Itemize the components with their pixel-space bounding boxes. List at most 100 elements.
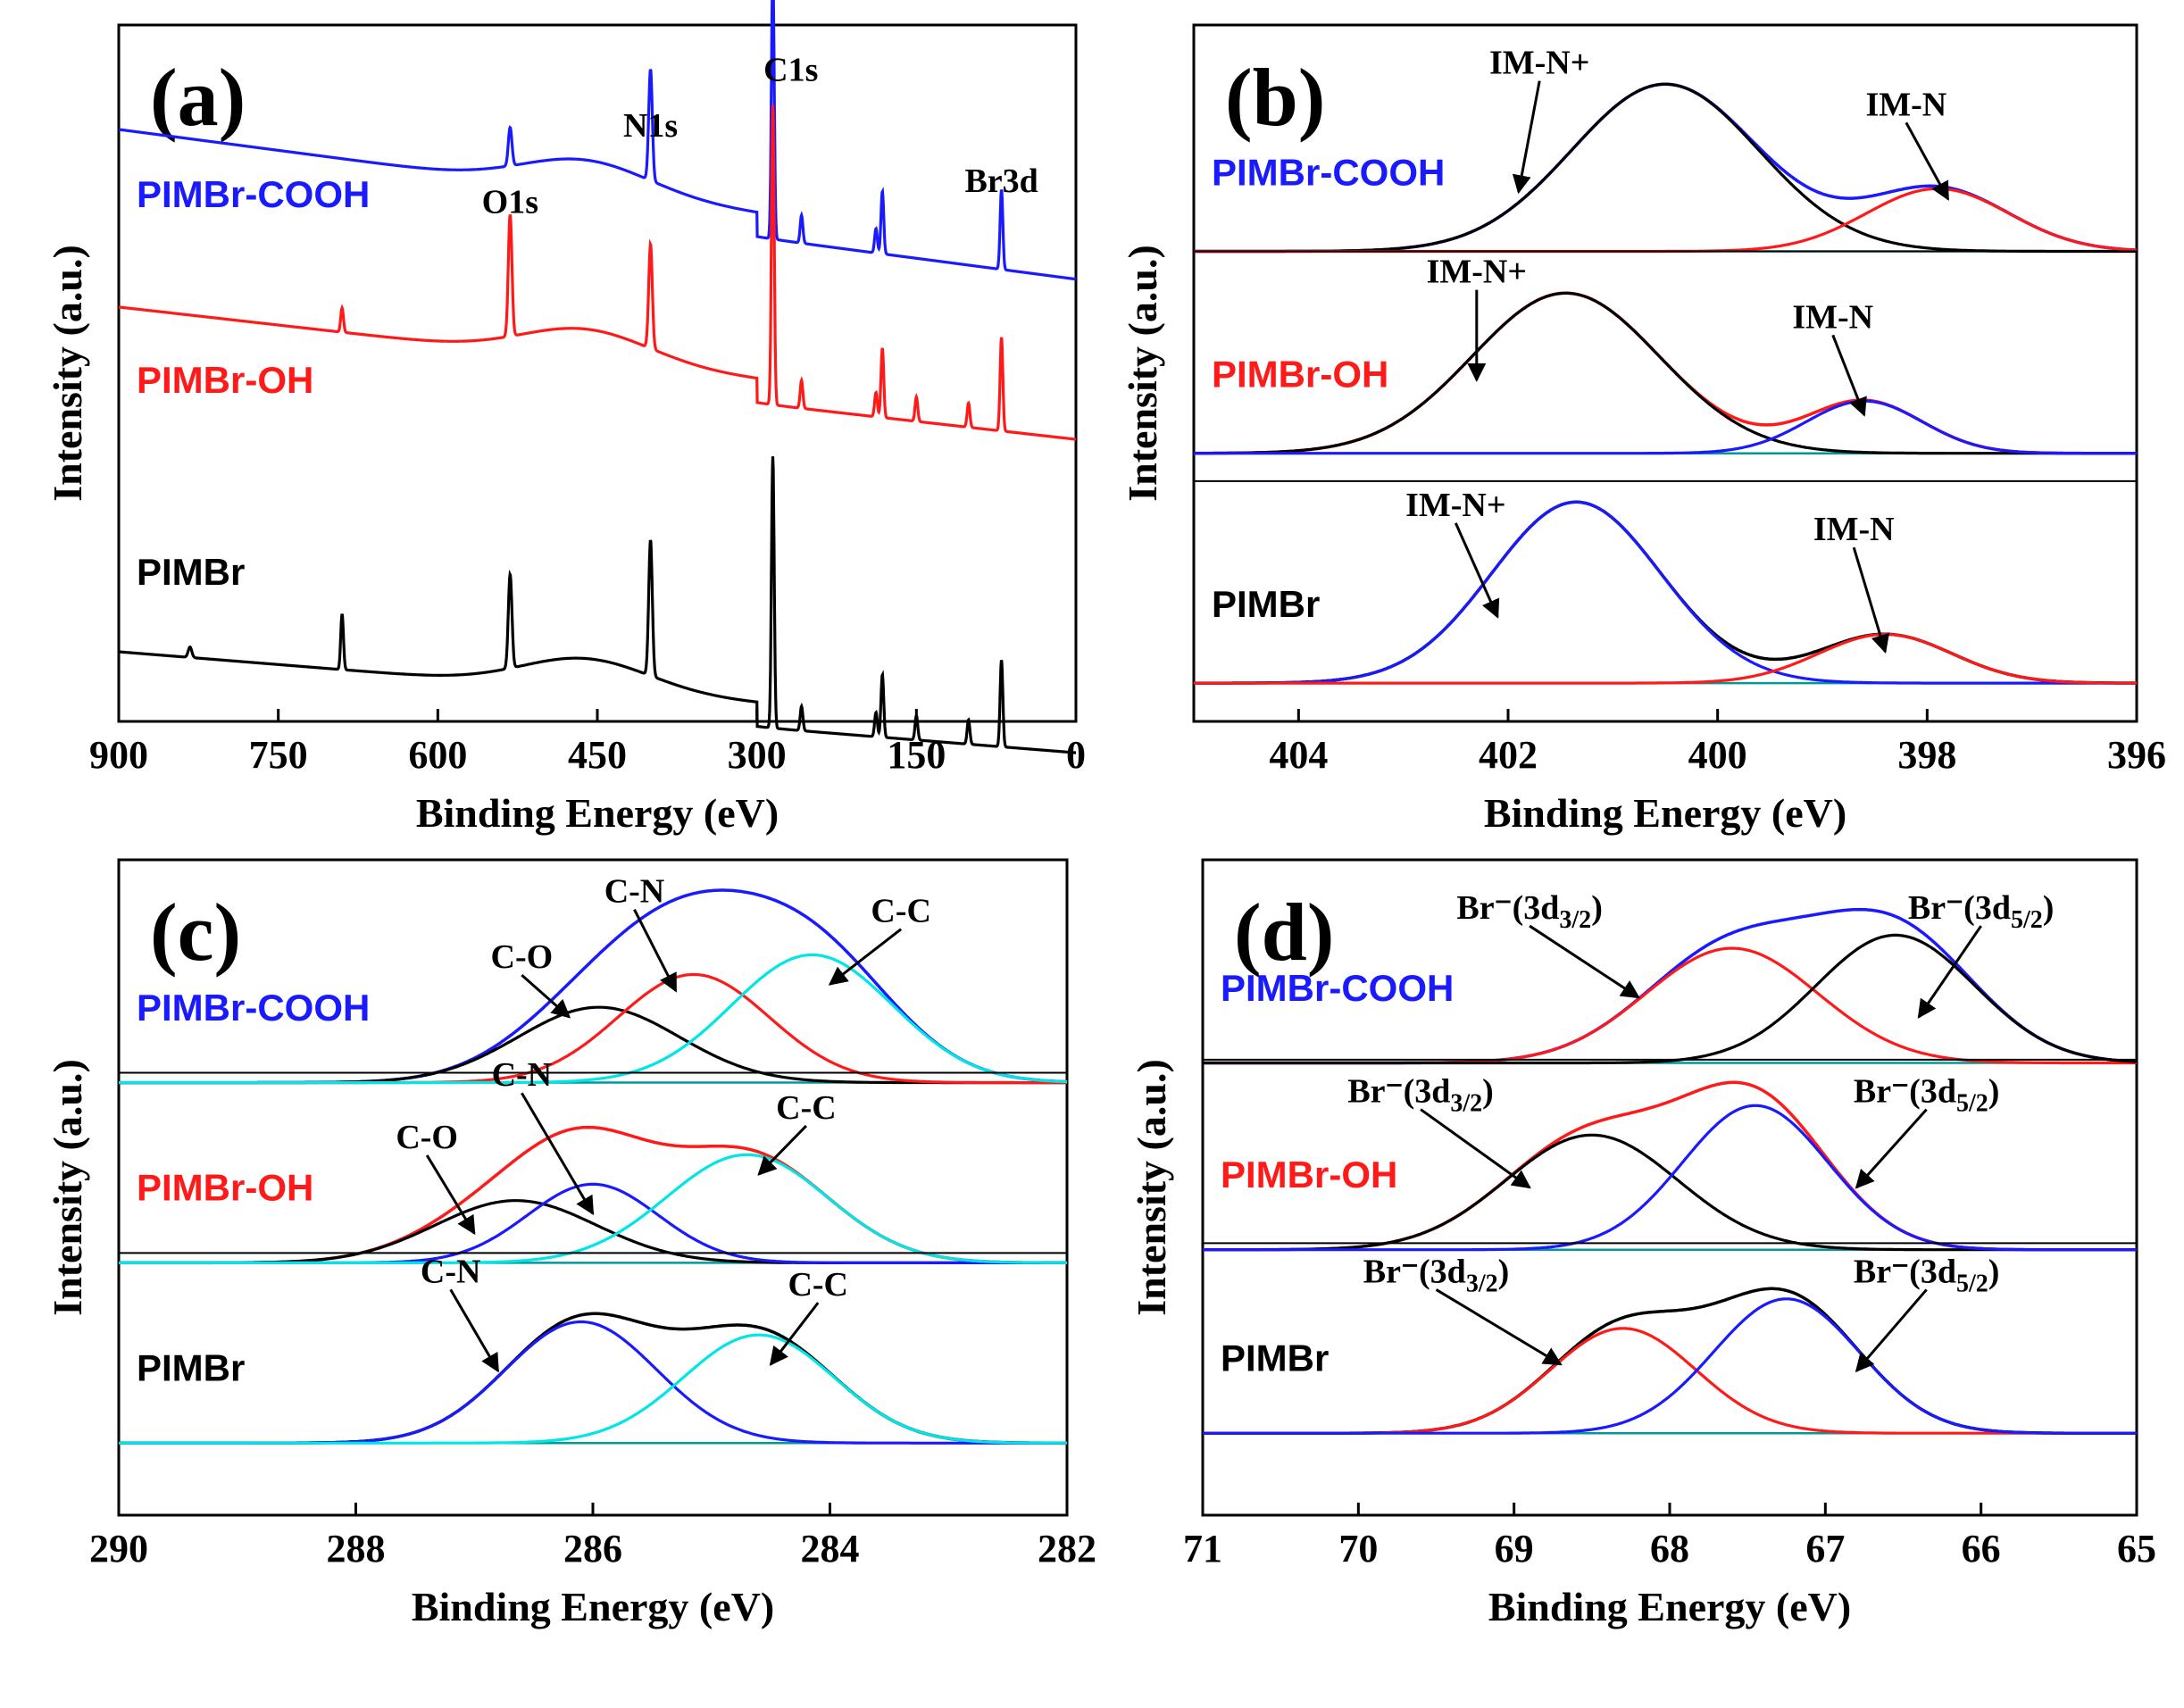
group-label-pimbr-oh: PIMBr-OH (1221, 1154, 1397, 1196)
x-tick-label: 67 (1805, 1527, 1845, 1571)
peak-annotation-n1s: N1s (623, 107, 678, 145)
peak-annotation-br3d: Br3d (964, 162, 1038, 200)
x-tick-label: 402 (1479, 733, 1538, 777)
x-axis-label: Binding Energy (eV) (1484, 790, 1846, 836)
envelope-curve (119, 1312, 1067, 1446)
x-tick-label: 404 (1269, 733, 1328, 777)
x-tick-label: 290 (89, 1527, 148, 1571)
group-label-pimbr-cooh: PIMBr-COOH (137, 987, 370, 1029)
envelope-curve (1203, 1287, 2137, 1435)
annotation-arrow (425, 1154, 476, 1236)
x-tick-label: 0 (1066, 733, 1086, 777)
component-annotation: IM-N (1813, 511, 1895, 548)
x-tick-label: 286 (563, 1527, 622, 1571)
peak-annotation-c1s: C1s (763, 51, 818, 88)
annotation-arrow (1917, 925, 1982, 1019)
group-label-pimbr-oh: PIMBr-OH (137, 1167, 313, 1209)
group-label-pimbr-cooh: PIMBr-COOH (1212, 151, 1445, 193)
x-tick-label: 284 (801, 1527, 860, 1571)
group-label-pimbr-cooh: PIMBr-COOH (1221, 967, 1454, 1009)
envelope-curve (1194, 500, 2137, 685)
component-curve-br-3d5-2 (1203, 1104, 2137, 1252)
spectrum-group-pimbr: PIMBr IM-N+ IM-N (1194, 479, 2137, 685)
component-annotation: C-N (492, 1056, 553, 1094)
spectrum-group-pimbr-cooh: PIMBr-COOH C-O C-N C-C (119, 873, 1068, 1085)
panel-b-n1s: 404 402 400 398 396 Binding Energy (eV) Intens… (1120, 23, 2166, 836)
spectrum-group-pimbr-oh: PIMBr-OH IM-N+ IM-N (1194, 250, 2137, 455)
annotation-arrow (1855, 1288, 1928, 1373)
x-tick-label: 282 (1038, 1527, 1096, 1571)
component-annotation: C-O (396, 1119, 458, 1156)
component-curve-c-c (119, 953, 1068, 1085)
component-curve-im-n (1194, 632, 2137, 685)
panel-d-br3d: 71 70 69 68 67 66 65 Binding Energy (eV) Intensi… (1129, 858, 2156, 1629)
annotation-arrow (521, 1092, 595, 1216)
x-tick-label: 396 (2107, 733, 2166, 777)
annotation-arrow (521, 973, 571, 1019)
panel-c-c1s: 290 288 286 284 282 Binding Energy (eV) Intens… (45, 858, 1096, 1629)
y-axis-label: Intensity (a.u.) (45, 245, 90, 502)
series-line-pimbr-oh (118, 104, 1077, 441)
annotation-arrow (1435, 1288, 1563, 1366)
annotation-arrow (757, 1124, 808, 1176)
annotation-arrow (633, 909, 678, 993)
component-annotation: C-C (776, 1089, 837, 1127)
component-annotation: C-N (604, 873, 665, 911)
panel-label: (a) (150, 52, 246, 143)
panel-label: (b) (1225, 52, 1325, 143)
component-curve-br-3d3-2 (1203, 1327, 2137, 1435)
x-tick-label: 66 (1962, 1527, 2001, 1571)
component-annotation: C-N (421, 1253, 481, 1290)
x-tick-label: 288 (327, 1527, 386, 1571)
peak-annotation-o1s: O1s (482, 184, 538, 221)
component-curve-br-3d5-2 (1203, 1297, 2137, 1435)
series-label-pimbr-oh: PIMBr-OH (137, 359, 313, 401)
group-label-pimbr: PIMBr (137, 1347, 245, 1389)
x-tick-label: 71 (1183, 1527, 1222, 1571)
panel-label: (c) (150, 887, 241, 978)
component-curve-im-n (1194, 291, 2137, 455)
component-annotation: C-O (491, 938, 554, 976)
component-annotation: IM-N+ (1427, 254, 1527, 291)
component-annotation: C-C (871, 893, 931, 930)
component-curve-br-3d5-2 (1203, 933, 2137, 1065)
x-tick-label: 600 (408, 733, 467, 777)
series-label-pimbr-cooh: PIMBr-COOH (137, 173, 370, 215)
x-axis-label: Binding Energy (eV) (1488, 1584, 1851, 1629)
component-annotation: IM-N+ (1489, 45, 1589, 82)
component-annotation: C-C (788, 1266, 848, 1304)
plot-frame (1192, 23, 2138, 723)
x-tick-label: 400 (1688, 733, 1747, 777)
spectrum-group-pimbr-oh: PIMBr-OH C-O C-N C-C (119, 1056, 1067, 1265)
component-annotation: IM-N+ (1405, 487, 1505, 524)
annotation-arrow (1420, 1108, 1531, 1189)
series-line-pimbr (119, 456, 1076, 754)
spectrum-group-pimbr-cooh: PIMBr-COOH IM-N+ IM-N (1194, 45, 2138, 254)
component-curve-c-c (119, 1333, 1067, 1445)
x-tick-label: 900 (89, 733, 148, 777)
annotation-arrow (1905, 121, 1950, 201)
panel-label: (d) (1234, 887, 1334, 978)
x-tick-label: 70 (1338, 1527, 1378, 1571)
component-curve-im-n (1194, 399, 2137, 455)
annotation-arrow (1831, 334, 1867, 417)
x-tick-label: 65 (2117, 1527, 2156, 1571)
component-curve-im-n (1194, 187, 2138, 254)
series-line-pimbr-cooh (118, 0, 1077, 281)
x-tick-label: 300 (728, 733, 787, 777)
x-axis-label: Binding Energy (eV) (412, 1584, 774, 1629)
y-axis-label: Intensity (a.u.) (1120, 245, 1165, 502)
component-annotation: IM-N (1865, 86, 1946, 123)
spectrum-group-pimbr: PIMBr C-N C-C (119, 1252, 1067, 1446)
group-label-pimbr: PIMBr (1221, 1337, 1329, 1379)
annotation-arrow (1529, 924, 1640, 999)
annotation-arrow (828, 928, 903, 986)
x-tick-label: 68 (1650, 1527, 1689, 1571)
y-axis-label: Intensity (a.u.) (45, 1059, 90, 1316)
component-curve-c-c (119, 1153, 1067, 1264)
series-label-pimbr: PIMBr (137, 551, 245, 593)
